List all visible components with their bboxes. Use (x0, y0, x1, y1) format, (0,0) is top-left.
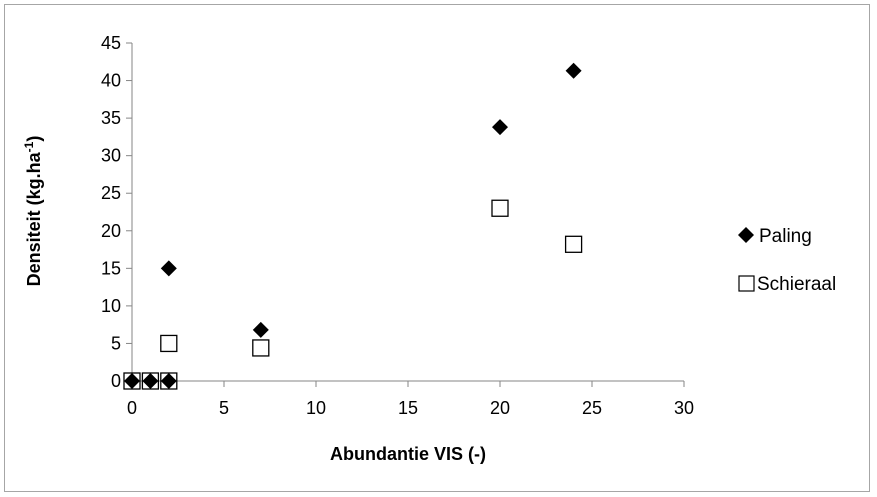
y-axis-title-sup: -1 (22, 141, 36, 152)
point-schieraal-6 (564, 235, 583, 253)
y-axis-title: Densiteit (kg.ha-1) (22, 136, 44, 287)
x-tick-label: 10 (306, 398, 326, 418)
point-paling-6 (565, 62, 582, 79)
y-tick-label: 25 (101, 183, 121, 203)
x-tick-label: 25 (582, 398, 602, 418)
point-paling-2 (160, 373, 177, 389)
y-axis-title-end: ) (24, 136, 44, 142)
x-tick-label: 5 (219, 398, 229, 418)
x-tick-label: 0 (127, 398, 137, 418)
point-paling-0 (124, 373, 140, 389)
x-axis-title: Abundantie VIS (-) (330, 444, 486, 464)
legend: Paling Schieraal (738, 226, 836, 295)
y-tick-label: 35 (101, 108, 121, 128)
legend-item-paling: Paling (738, 226, 812, 247)
point-paling-1 (142, 373, 159, 389)
y-axis-title-main: Densiteit (kg.ha (24, 151, 44, 286)
y-tick-label: 20 (101, 221, 121, 241)
legend-marker-paling (738, 227, 754, 243)
y-tick-label: 30 (101, 146, 121, 166)
y-tick-label: 15 (101, 258, 121, 278)
data-marks (123, 62, 583, 390)
legend-item-schieraal: Schieraal (738, 274, 836, 295)
y-tick-label: 5 (111, 333, 121, 353)
legend-label-paling: Paling (759, 226, 812, 247)
y-tick-label: 40 (101, 71, 121, 91)
x-ticks: 0 5 10 15 20 25 30 (127, 381, 694, 418)
point-schieraal-3 (160, 334, 178, 353)
y-tick-label: 0 (111, 371, 121, 391)
point-schieraal-5 (491, 199, 509, 217)
x-tick-label: 15 (398, 398, 418, 418)
y-ticks: 0 5 10 15 20 25 30 35 40 45 (101, 33, 132, 391)
point-schieraal-4 (252, 339, 270, 357)
point-paling-5 (492, 119, 508, 136)
y-tick-label: 10 (101, 296, 121, 316)
x-tick-label: 30 (674, 398, 694, 418)
point-paling-4 (252, 321, 269, 338)
chart-frame (4, 4, 870, 492)
x-tick-label: 20 (490, 398, 510, 418)
axes: 0 5 10 15 20 25 30 35 40 45 0 5 10 15 20 25 30 (101, 33, 694, 418)
y-tick-label: 45 (101, 33, 121, 53)
legend-label-schieraal: Schieraal (757, 274, 836, 295)
legend-marker-schieraal (738, 275, 755, 292)
point-paling-3 (160, 260, 177, 277)
